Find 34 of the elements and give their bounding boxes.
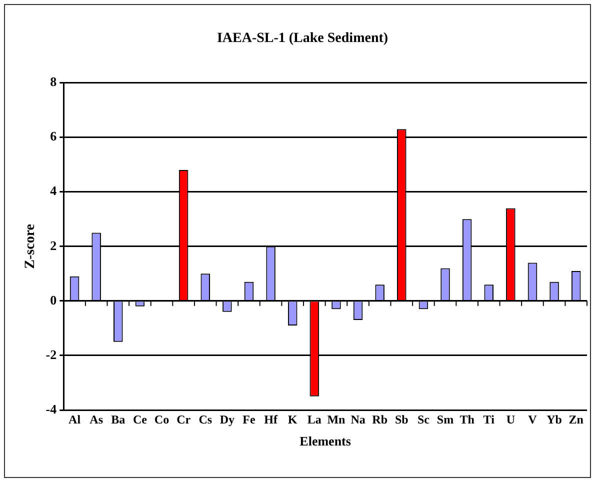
x-tick-label: U	[506, 412, 516, 426]
x-axis-title: Elements	[300, 434, 351, 449]
x-tick-label: Ti	[483, 412, 496, 426]
y-tick-label: 4	[50, 183, 58, 198]
x-tick-label: La	[307, 412, 322, 426]
x-tick-label: Yb	[546, 412, 562, 426]
y-tick-label: 2	[50, 238, 57, 253]
x-tick-label: Th	[460, 412, 475, 426]
y-tick-label: 8	[50, 74, 58, 90]
x-tick-label: V	[528, 412, 538, 426]
y-tick-label: 0	[50, 292, 57, 308]
x-tick-label: K	[288, 412, 298, 426]
x-tick-label: Cs	[198, 412, 212, 426]
x-tick-label: Ce	[132, 412, 148, 426]
x-tick-label: Mn	[327, 412, 346, 426]
x-tick-label: Fe	[242, 412, 256, 426]
x-tick-label: Sb	[394, 412, 409, 426]
y-tick-label: -2	[46, 346, 57, 362]
y-tick-label: -4	[46, 401, 58, 416]
x-tick-label: Co	[154, 412, 170, 426]
x-tick-label: Cr	[176, 412, 192, 426]
x-tick-label: Ba	[111, 412, 126, 426]
x-tick-label: Dy	[220, 412, 235, 426]
x-tick-label: Al	[68, 412, 82, 426]
chart-title: IAEA-SL-1 (Lake Sediment)	[216, 31, 388, 46]
x-tick-label: Zn	[568, 412, 584, 426]
x-tick-label: Rb	[372, 412, 388, 426]
x-tick-label: Na	[350, 412, 366, 426]
y-tick-label: 6	[50, 128, 58, 144]
y-axis-title: Z-score	[23, 224, 38, 269]
x-tick-label: Hf	[264, 412, 278, 426]
x-tick-label: Sm	[436, 412, 454, 426]
x-tick-label: As	[90, 412, 104, 426]
x-tick-label: Sc	[417, 412, 430, 426]
